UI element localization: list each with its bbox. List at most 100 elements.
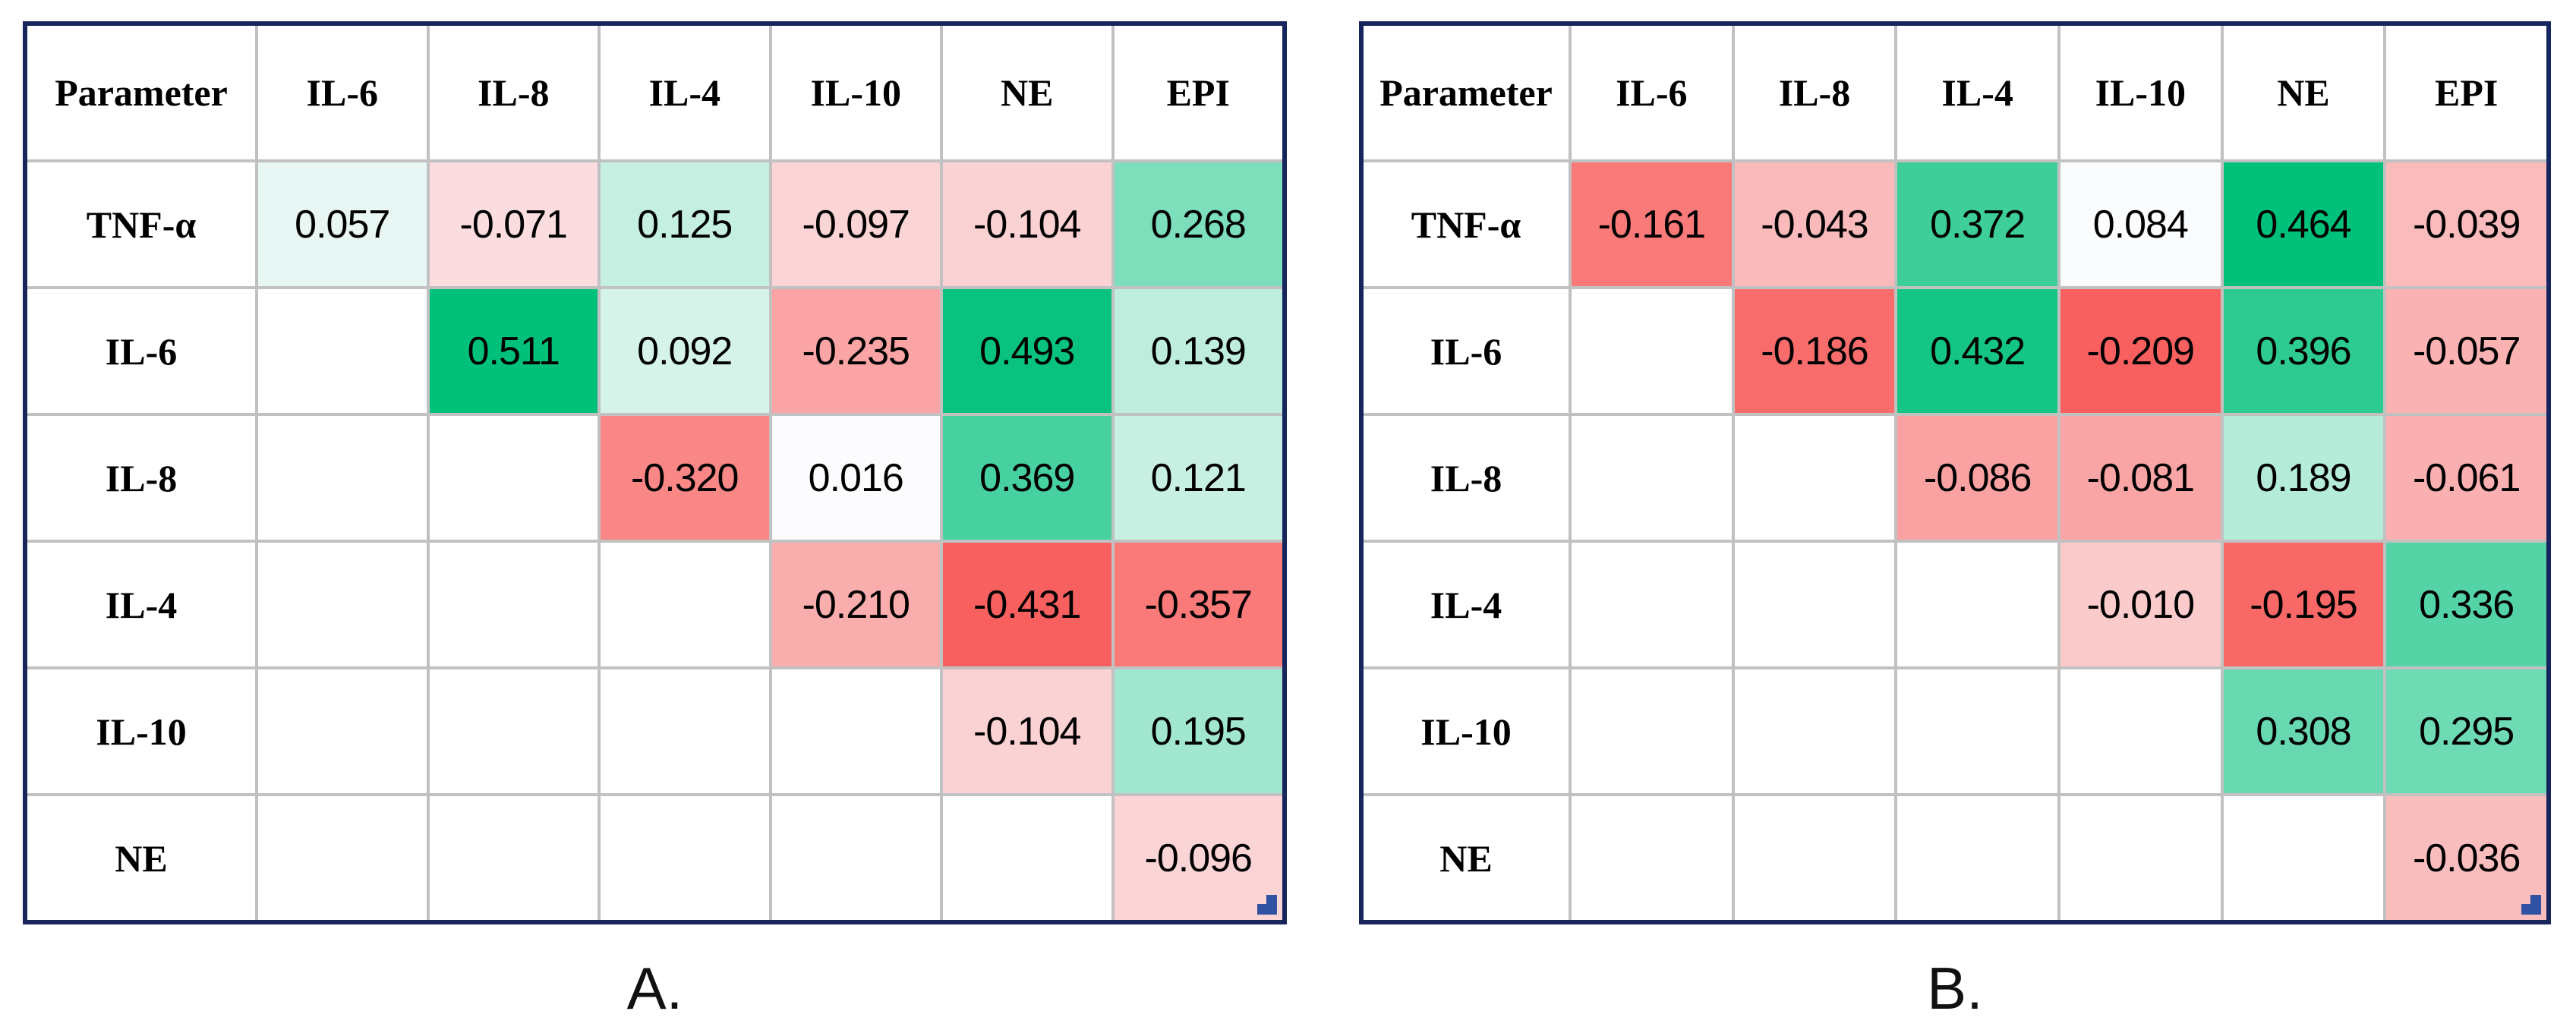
empty-cell [1572, 796, 1732, 920]
heatmap-cell: -0.039 [2386, 162, 2546, 286]
heatmap-cell: 0.295 [2386, 669, 2546, 793]
heatmap-cell: 0.189 [2223, 416, 2384, 540]
heatmap-cell: 0.057 [258, 162, 427, 286]
empty-cell [429, 416, 597, 540]
column-header: IL-6 [258, 26, 427, 159]
column-header: IL-8 [429, 26, 597, 159]
heatmap-cell: 0.139 [1114, 289, 1282, 413]
row-header: IL-10 [27, 669, 255, 793]
row-header: IL-4 [1364, 543, 1569, 666]
empty-cell [1897, 543, 2057, 666]
empty-cell [429, 669, 597, 793]
heatmap-cell: 0.464 [2223, 162, 2384, 286]
heatmap-cell: 0.493 [943, 289, 1111, 413]
heatmap-cell: -0.320 [601, 416, 769, 540]
column-header: NE [943, 26, 1111, 159]
empty-cell [601, 796, 769, 920]
empty-cell [2060, 669, 2221, 793]
empty-cell [1734, 543, 1895, 666]
row-header: IL-10 [1364, 669, 1569, 793]
heatmap-cell: -0.096 [1114, 796, 1282, 920]
empty-cell [943, 796, 1111, 920]
empty-cell [1734, 796, 1895, 920]
heatmap-cell: -0.086 [1897, 416, 2057, 540]
empty-cell [1734, 416, 1895, 540]
empty-cell [258, 796, 427, 920]
row-header: NE [27, 796, 255, 920]
heatmap-cell: -0.431 [943, 543, 1111, 666]
heatmap-cell: 0.084 [2060, 162, 2221, 286]
row-header: TNF-α [27, 162, 255, 286]
column-header: IL-8 [1734, 26, 1895, 159]
heatmap-cell: 0.125 [601, 162, 769, 286]
empty-cell [1897, 796, 2057, 920]
heatmap-cell: -0.036 [2386, 796, 2546, 920]
column-header: IL-4 [1897, 26, 2057, 159]
heatmap-cell: 0.511 [429, 289, 597, 413]
heatmap-cell: -0.010 [2060, 543, 2221, 666]
heatmap-cell: -0.104 [943, 162, 1111, 286]
column-header: IL-4 [601, 26, 769, 159]
heatmap-cell: -0.043 [1734, 162, 1895, 286]
heatmap-cell: -0.161 [1572, 162, 1732, 286]
empty-cell [1572, 289, 1732, 413]
heatmap-cell: -0.209 [2060, 289, 2221, 413]
empty-cell [429, 543, 597, 666]
corner-header: Parameter [1364, 26, 1569, 159]
column-header: NE [2223, 26, 2384, 159]
heatmap-cell: 0.092 [601, 289, 769, 413]
row-header: IL-8 [27, 416, 255, 540]
empty-cell [2060, 796, 2221, 920]
empty-cell [258, 669, 427, 793]
row-header: IL-6 [1364, 289, 1569, 413]
empty-cell [1734, 669, 1895, 793]
column-header: IL-10 [2060, 26, 2221, 159]
heatmap-cell: 0.336 [2386, 543, 2546, 666]
heatmap-cell: -0.071 [429, 162, 597, 286]
heatmap-cell: -0.195 [2223, 543, 2384, 666]
heatmap-cell: -0.186 [1734, 289, 1895, 413]
correlation-matrix-b: Parameter IL-6 IL-8 IL-4 IL-10 NE EPI TNF-α -0.1… [1359, 21, 2551, 924]
empty-cell [771, 796, 940, 920]
row-header: NE [1364, 796, 1569, 920]
column-header: EPI [2386, 26, 2546, 159]
column-header: IL-6 [1572, 26, 1732, 159]
empty-cell [258, 543, 427, 666]
heatmap-cell: 0.195 [1114, 669, 1282, 793]
heatmap-cell: 0.369 [943, 416, 1111, 540]
heatmap-cell: 0.121 [1114, 416, 1282, 540]
row-header: IL-8 [1364, 416, 1569, 540]
empty-cell [2223, 796, 2384, 920]
correlation-matrix-a: Parameter IL-6 IL-8 IL-4 IL-10 NE EPI TNF-α 0.05… [23, 21, 1287, 924]
empty-cell [1572, 543, 1732, 666]
heatmap-cell: 0.016 [771, 416, 940, 540]
heatmap-cell: 0.372 [1897, 162, 2057, 286]
empty-cell [258, 416, 427, 540]
empty-cell [771, 669, 940, 793]
heatmap-cell: -0.235 [771, 289, 940, 413]
row-header: IL-6 [27, 289, 255, 413]
panel-label-a: A. [626, 954, 683, 1022]
heatmap-cell: -0.357 [1114, 543, 1282, 666]
heatmap-cell: -0.104 [943, 669, 1111, 793]
panel-label-b: B. [1927, 954, 1983, 1022]
empty-cell [1572, 669, 1732, 793]
empty-cell [1897, 669, 2057, 793]
heatmap-cell: -0.097 [771, 162, 940, 286]
empty-cell [601, 669, 769, 793]
empty-cell [601, 543, 769, 666]
column-header: IL-10 [771, 26, 940, 159]
row-header: IL-4 [27, 543, 255, 666]
heatmap-cell: 0.396 [2223, 289, 2384, 413]
corner-header: Parameter [27, 26, 255, 159]
heatmap-cell: -0.057 [2386, 289, 2546, 413]
heatmap-cell: 0.308 [2223, 669, 2384, 793]
heatmap-cell: 0.432 [1897, 289, 2057, 413]
heatmap-cell: 0.268 [1114, 162, 1282, 286]
empty-cell [1572, 416, 1732, 540]
heatmap-cell: -0.061 [2386, 416, 2546, 540]
heatmap-cell: -0.210 [771, 543, 940, 666]
column-header: EPI [1114, 26, 1282, 159]
row-header: TNF-α [1364, 162, 1569, 286]
